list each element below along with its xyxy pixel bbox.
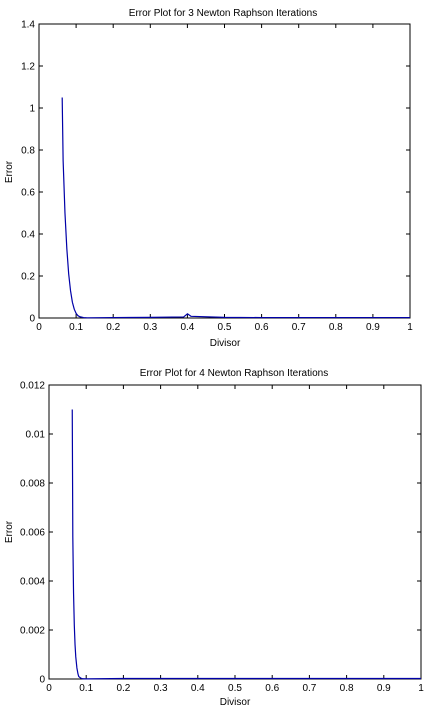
x-axis-label: Divisor	[220, 697, 251, 708]
chart-title: Error Plot for 3 Newton Raphson Iteratio…	[129, 8, 317, 19]
x-tick-label: 0.5	[228, 683, 242, 694]
x-tick-label: 0.8	[329, 322, 343, 333]
x-tick-label: 0.1	[79, 683, 93, 694]
error-series-line	[71, 409, 421, 680]
x-tick-label: 0.1	[69, 322, 83, 333]
x-tick-label: 0.9	[366, 322, 380, 333]
error-plot-4-iterations: Error Plot for 4 Newton Raphson Iteratio…	[4, 368, 424, 708]
x-tick-label: 0	[46, 683, 52, 694]
y-axis: 0 0.2 0.4 0.6 0.8 1 1.2 1.4	[21, 20, 410, 325]
x-tick-label: 0.9	[377, 683, 391, 694]
series-group	[71, 409, 421, 680]
chart-title: Error Plot for 4 Newton Raphson Iteratio…	[140, 368, 328, 379]
y-tick-label: 0.01	[26, 430, 46, 441]
y-tick-label: 0	[29, 314, 35, 325]
y-tick-label: 0.006	[20, 528, 45, 539]
y-axis-label: Error	[4, 160, 15, 183]
x-tick-label: 0.5	[218, 322, 232, 333]
y-tick-label: 1.4	[21, 20, 35, 31]
y-tick-label: 0.012	[20, 381, 45, 392]
x-tick-label: 0.6	[265, 683, 279, 694]
x-tick-label: 0.3	[154, 683, 168, 694]
y-tick-label: 1.2	[21, 62, 35, 73]
y-tick-label: 0	[39, 675, 45, 686]
y-tick-label: 0.2	[21, 272, 35, 283]
x-tick-label: 0.2	[116, 683, 130, 694]
x-tick-label: 0.7	[302, 683, 316, 694]
plot-area	[48, 384, 422, 680]
y-tick-label: 1	[29, 104, 35, 115]
series-group	[61, 97, 410, 319]
x-tick-label: 1	[407, 322, 413, 333]
x-tick-label: 0.2	[106, 322, 120, 333]
y-axis: 0 0.002 0.004 0.006 0.008 0.01 0.012	[20, 381, 421, 686]
x-axis: 0 0.1 0.2 0.3 0.4 0.5 0.6 0.7 0.8 0.9 1	[36, 24, 413, 333]
x-tick-label: 1	[418, 683, 424, 694]
plot-area	[38, 23, 411, 319]
x-tick-label: 0	[36, 322, 42, 333]
error-series-line	[61, 97, 410, 319]
error-plot-3-iterations: Error Plot for 3 Newton Raphson Iteratio…	[4, 8, 413, 349]
x-tick-label: 0.7	[292, 322, 306, 333]
y-tick-label: 0.8	[21, 146, 35, 157]
x-tick-label: 0.4	[191, 683, 205, 694]
x-axis-label: Divisor	[210, 338, 241, 349]
x-tick-label: 0.8	[340, 683, 354, 694]
x-tick-label: 0.4	[180, 322, 194, 333]
y-axis-label: Error	[4, 520, 15, 543]
y-tick-label: 0.6	[21, 188, 35, 199]
y-tick-label: 0.008	[20, 479, 45, 490]
x-axis: 0 0.1 0.2 0.3 0.4 0.5 0.6 0.7 0.8 0.9 1	[46, 385, 424, 694]
y-tick-label: 0.4	[21, 230, 35, 241]
y-tick-label: 0.002	[20, 626, 45, 637]
x-tick-label: 0.6	[255, 322, 269, 333]
x-tick-label: 0.3	[143, 322, 157, 333]
y-tick-label: 0.004	[20, 577, 45, 588]
